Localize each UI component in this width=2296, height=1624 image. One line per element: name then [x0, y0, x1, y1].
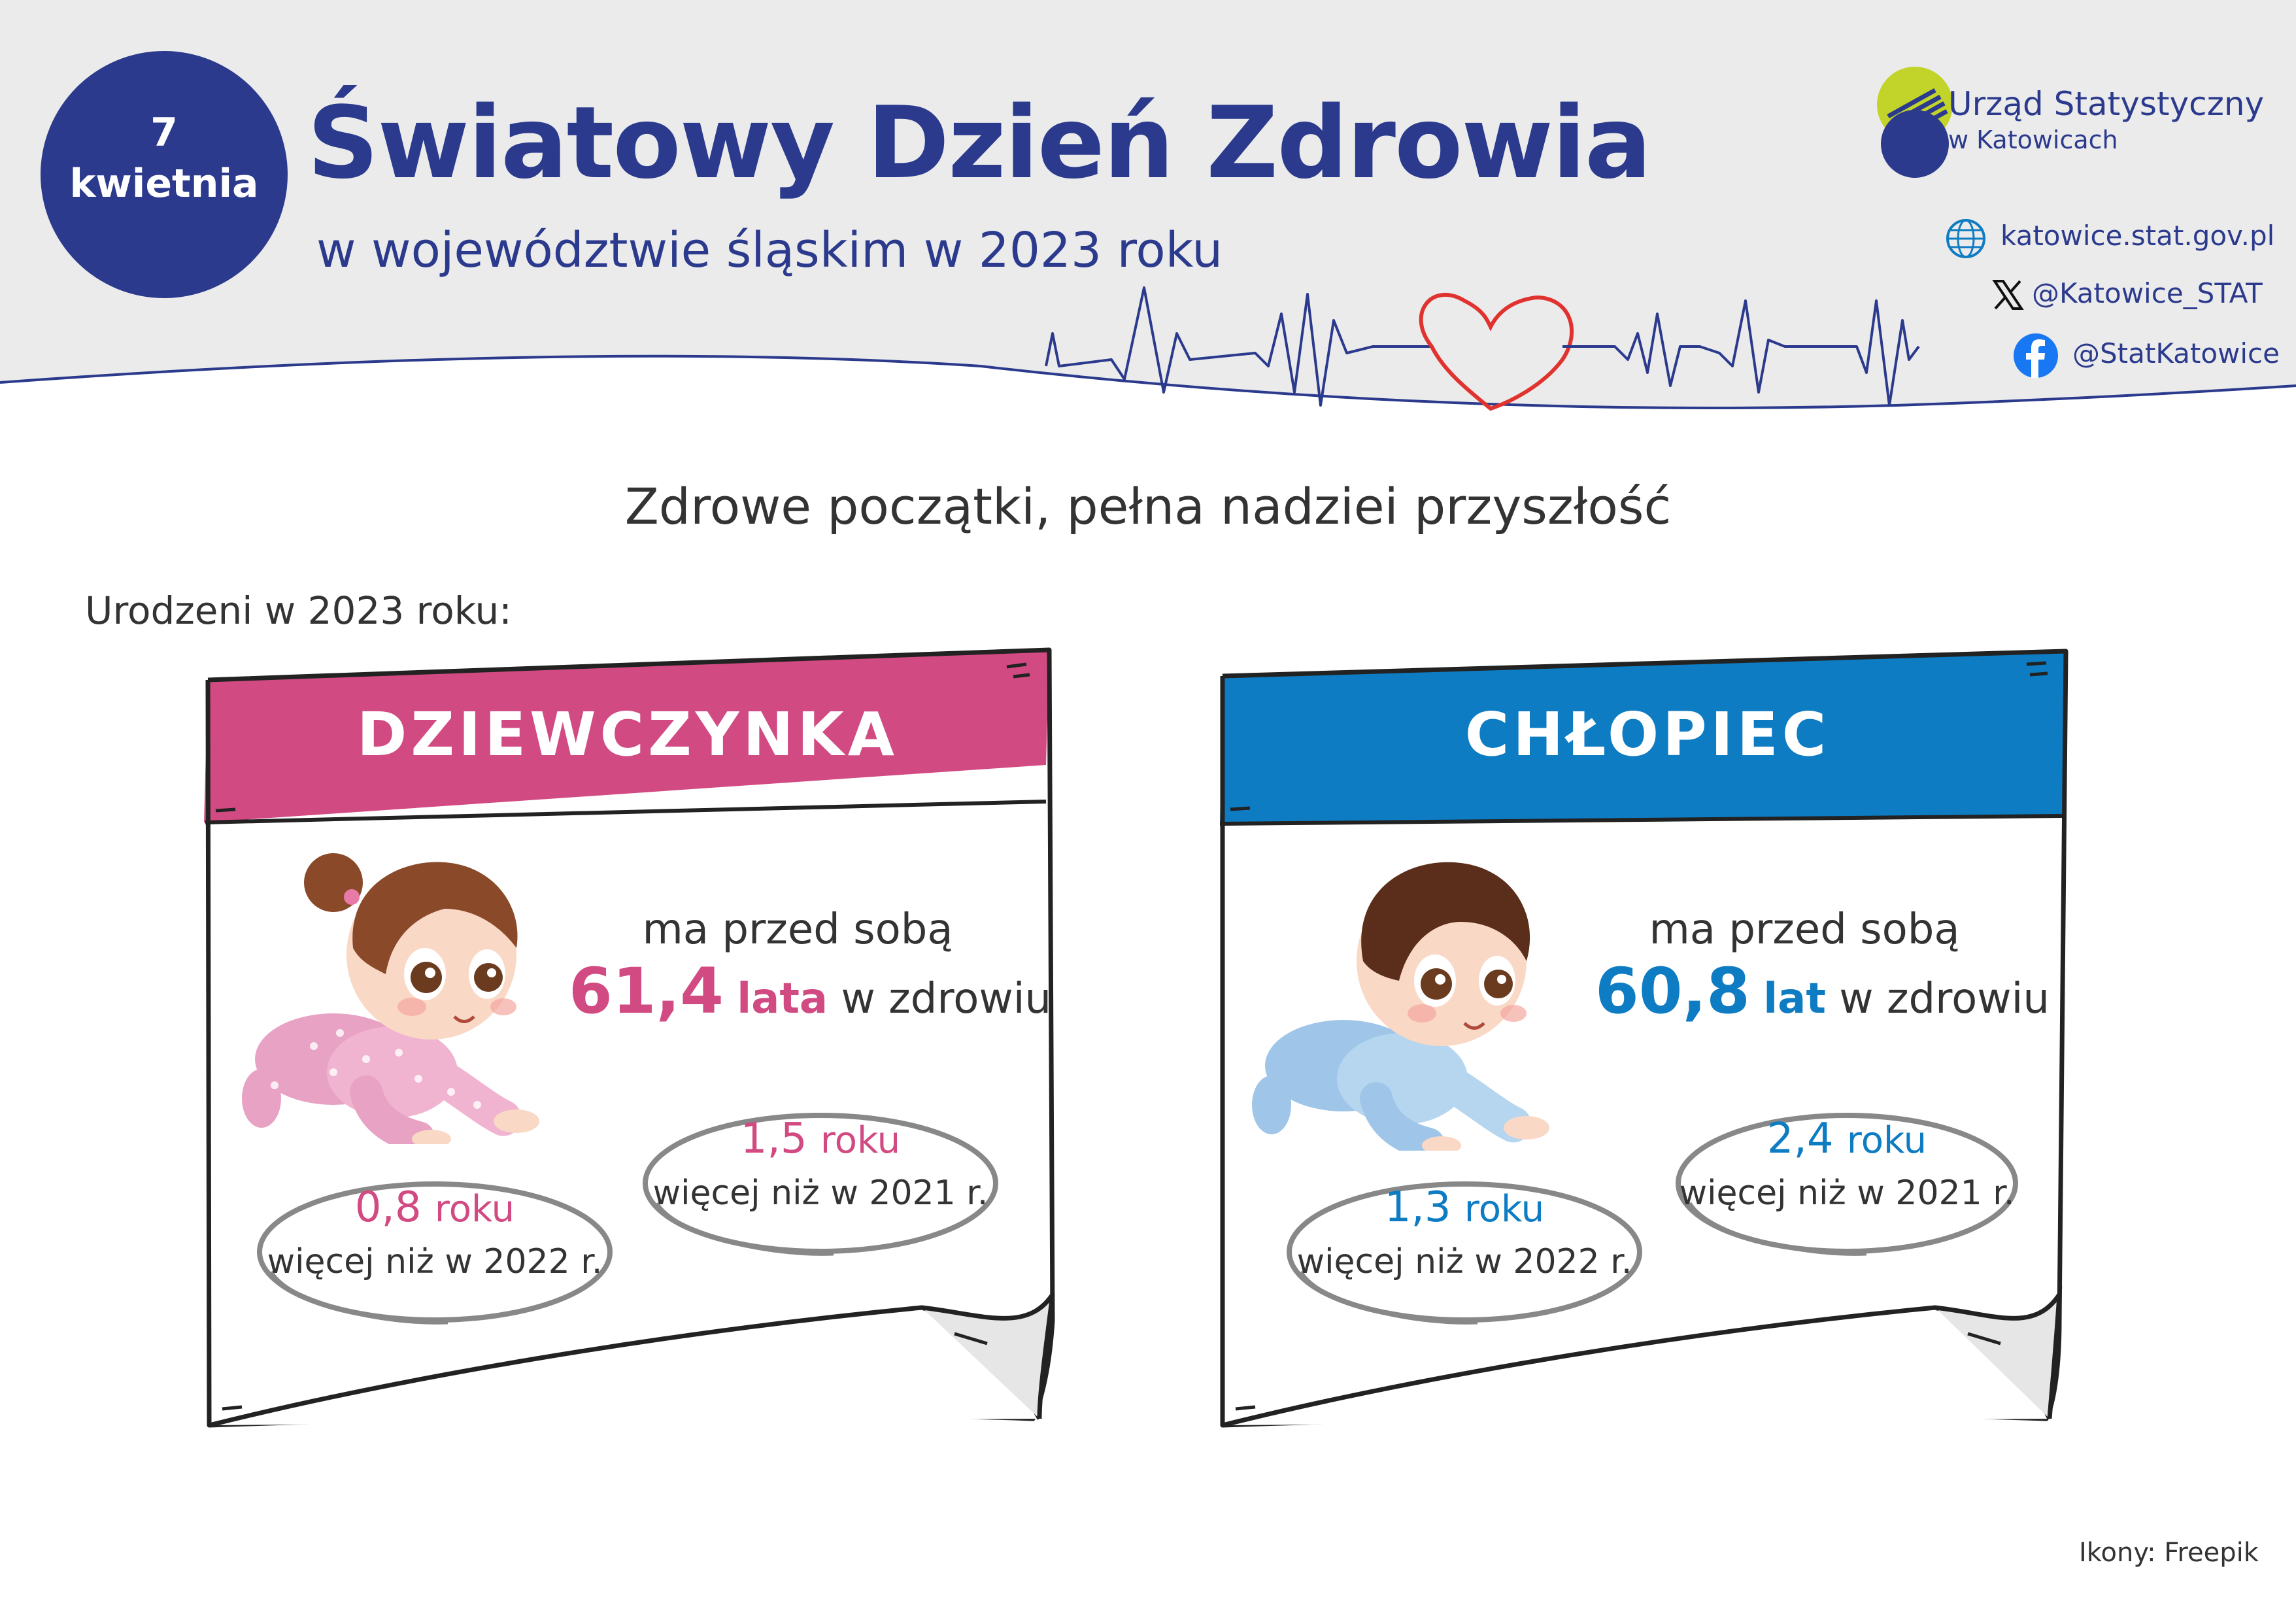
boy-vs2021-unit: roku [1846, 1119, 1927, 1162]
date-day: 7 [150, 110, 178, 156]
boy-vs2021-note: więcej niż w 2021 r. [1679, 1174, 2015, 1213]
heartbeat-line-icon [1045, 286, 1920, 411]
boy-years-unit: lat [1763, 975, 1826, 1023]
gus-logo-icon [1877, 67, 1953, 178]
facebook-icon [2014, 333, 2058, 378]
girl-vs2021-value: 1,5 [740, 1115, 807, 1163]
org-name: Urząd Statystyczny [1948, 85, 2265, 123]
girl-card-title: DZIEWCZYNKA [357, 700, 898, 770]
boy-vs2021-value: 2,4 [1766, 1115, 1834, 1163]
facebook-handle[interactable]: @StatKatowice [2072, 337, 2280, 369]
org-location: w Katowicach [1948, 126, 2118, 154]
twitter-handle[interactable]: @Katowice_STAT [2032, 277, 2263, 309]
page-subtitle: w województwie śląskim w 2023 roku [316, 222, 1223, 279]
girl-oval-2022-frame [257, 1181, 613, 1325]
boy-lead-text: ma przed sobą [1649, 905, 1960, 954]
boy-vs2021-value-line: 2,4 roku [1670, 1115, 2023, 1163]
boy-years-line: 60,8 lat w zdrowiu [1595, 955, 2050, 1028]
baby-boy-illustration [1252, 862, 1549, 1151]
girl-health-suffix: w zdrowiu [841, 975, 1052, 1023]
girl-years-unit: lata [737, 975, 828, 1023]
girl-vs2021-note: więcej niż w 2021 r. [652, 1174, 988, 1213]
website-link[interactable]: katowice.stat.gov.pl [2001, 220, 2275, 252]
section-heading: Zdrowe początki, pełna nadziei przyszłoś… [624, 477, 1672, 535]
x-twitter-icon [1992, 280, 2024, 310]
boy-oval-2021-frame [1676, 1113, 2018, 1256]
girl-oval-2021-frame [643, 1113, 998, 1256]
boy-vs2022-unit: roku [1464, 1188, 1545, 1230]
icons-credit: Ikony: Freepik [2079, 1538, 2259, 1568]
girl-vs2022-value-line: 0,8 roku [252, 1183, 618, 1232]
born-label: Urodzeni w 2023 roku: [85, 588, 512, 633]
girl-vs2022-value: 0,8 [354, 1183, 422, 1232]
girl-lead-text: ma przed sobą [642, 905, 953, 954]
globe-icon [1946, 219, 1985, 258]
boy-vs2022-note: więcej niż w 2022 r. [1296, 1242, 1632, 1281]
girl-card [204, 647, 1055, 1428]
girl-vs2021-value-line: 1,5 roku [637, 1115, 1004, 1163]
boy-health-suffix: w zdrowiu [1839, 975, 2050, 1023]
page-title: Światowy Dzień Zdrowia [307, 85, 1652, 201]
date-month: kwietnia [69, 161, 259, 207]
girl-vs2022-note: więcej niż w 2022 r. [267, 1242, 603, 1281]
girl-vs2021-unit: roku [820, 1119, 901, 1162]
boy-vs2022-value: 1,3 [1384, 1183, 1451, 1232]
boy-oval-2022-frame [1287, 1181, 1642, 1325]
header-background [0, 0, 2296, 409]
boy-card [1219, 649, 2068, 1428]
boy-card-title: CHŁOPIEC [1464, 700, 1831, 770]
girl-years-value: 61,4 [569, 955, 724, 1028]
boy-years-value: 60,8 [1595, 955, 1750, 1028]
date-badge: 7 kwietnia [41, 51, 288, 298]
girl-vs2022-unit: roku [434, 1188, 515, 1230]
baby-girl-illustration [242, 853, 539, 1144]
boy-vs2022-value-line: 1,3 roku [1281, 1183, 1647, 1232]
girl-years-line: 61,4 lata w zdrowiu [569, 955, 1051, 1028]
